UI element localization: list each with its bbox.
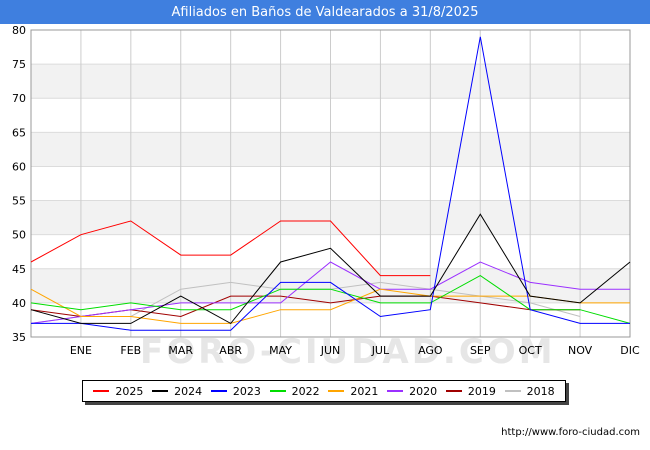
x-tick-label: MAY — [269, 344, 292, 357]
line-chart: 35 40 45 50 55 60 65 70 75 80 ENE FEB MAR ABR MAY JUN JU… — [12, 24, 640, 357]
legend-item-2024: 2024 — [152, 385, 202, 398]
legend-swatch — [387, 390, 404, 392]
series-line-2020 — [30, 261, 630, 324]
x-tick-label: JUN — [320, 344, 341, 357]
y-tick-label: 60 — [12, 160, 26, 173]
legend-label: 2020 — [409, 384, 438, 398]
legend-swatch — [328, 390, 345, 392]
legend-label: 2022 — [291, 384, 320, 398]
x-tick-label: OCT — [519, 344, 542, 357]
x-tick-label: DIC — [620, 344, 640, 357]
y-tick-label: 35 — [12, 331, 26, 344]
legend-item-2022: 2022 — [269, 384, 320, 398]
chart-legend: 2025 2024 2023 2022 2021 2020 2019 2018 — [82, 380, 566, 402]
legend-swatch — [210, 390, 227, 392]
legend-swatch — [152, 390, 169, 392]
x-tick-label: FEB — [120, 344, 141, 357]
y-tick-label: 65 — [12, 126, 26, 139]
x-tick-label: ENE — [70, 344, 92, 357]
y-tick-label: 80 — [12, 24, 26, 37]
legend-label: 2023 — [232, 384, 261, 398]
plot-frame — [30, 29, 631, 338]
x-tick-label: ABR — [219, 344, 242, 357]
legend-item-2019: 2019 — [445, 384, 496, 398]
legend-swatch — [269, 390, 286, 392]
chart-title-text: Afiliados en Baños de Valdearados a 31/8… — [171, 4, 479, 20]
y-tick-label: 45 — [12, 263, 26, 276]
legend-swatch — [504, 390, 521, 392]
y-tick-label: 75 — [12, 58, 26, 71]
series-line-2023 — [31, 36, 630, 331]
y-tick-label: 55 — [12, 195, 26, 208]
legend-item-2020: 2020 — [387, 385, 437, 398]
x-tick-label: JUL — [371, 344, 390, 357]
source-url: http://www.foro-ciudad.com — [501, 427, 640, 438]
legend-item-2018: 2018 — [504, 384, 555, 398]
x-tick-label: AGO — [418, 344, 443, 357]
series-line-2025 — [30, 220, 431, 277]
y-tick-label: 40 — [12, 297, 26, 310]
legend-label: 2025 — [115, 384, 144, 398]
y-tick-label: 70 — [12, 92, 26, 105]
y-tick-label: 50 — [12, 229, 26, 242]
x-tick-label: MAR — [168, 344, 193, 357]
x-tick-label: SEP — [470, 344, 491, 357]
legend-swatch — [445, 390, 462, 392]
chart-title: Afiliados en Baños de Valdearados a 31/8… — [0, 0, 650, 24]
legend-label: 2019 — [467, 384, 496, 398]
series-line-2024 — [30, 213, 631, 325]
x-tick-label: NOV — [568, 344, 593, 357]
legend-label: 2018 — [526, 384, 555, 398]
legend-label: 2021 — [350, 384, 379, 398]
legend-item-2025: 2025 — [93, 385, 143, 398]
watermark: FORO-CIUDAD.COM — [140, 332, 556, 372]
legend-label: 2024 — [174, 384, 203, 398]
legend-swatch — [93, 390, 110, 392]
legend-item-2021: 2021 — [328, 385, 378, 398]
legend-item-2023: 2023 — [210, 384, 261, 398]
